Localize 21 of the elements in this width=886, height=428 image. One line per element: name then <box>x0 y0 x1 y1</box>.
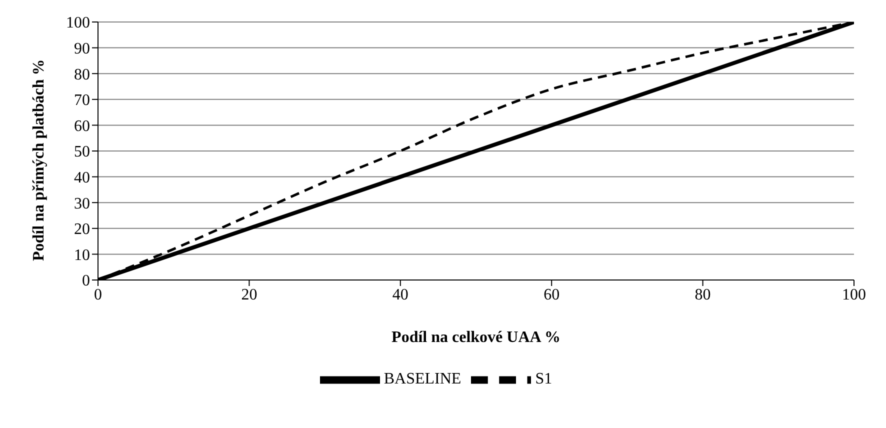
legend-label: BASELINE <box>384 370 462 388</box>
x-tick-label: 100 <box>842 286 866 304</box>
y-tick-label: 20 <box>74 221 90 238</box>
y-tick-label: 100 <box>66 14 90 32</box>
y-tick-label: 30 <box>74 195 90 212</box>
legend-label: S1 <box>535 370 552 388</box>
y-axis-title: Podíl na přímých platbách % <box>30 59 48 261</box>
y-tick-label: 90 <box>74 40 90 58</box>
y-tick-label: 80 <box>74 66 90 84</box>
x-tick-label: 0 <box>94 286 102 304</box>
y-tick-label: 0 <box>82 272 90 290</box>
y-tick-label: 40 <box>74 169 90 186</box>
x-tick-label: 60 <box>544 286 560 304</box>
x-axis-title: Podíl na celkové UAA % <box>392 329 560 346</box>
y-tick-label: 60 <box>74 118 90 135</box>
x-tick-label: 20 <box>241 286 258 304</box>
y-tick-label: 50 <box>74 144 90 161</box>
x-tick-label: 40 <box>392 286 408 304</box>
x-tick-label: 80 <box>694 286 711 304</box>
y-tick-label: 70 <box>74 92 90 110</box>
y-tick-label: 10 <box>74 246 90 264</box>
